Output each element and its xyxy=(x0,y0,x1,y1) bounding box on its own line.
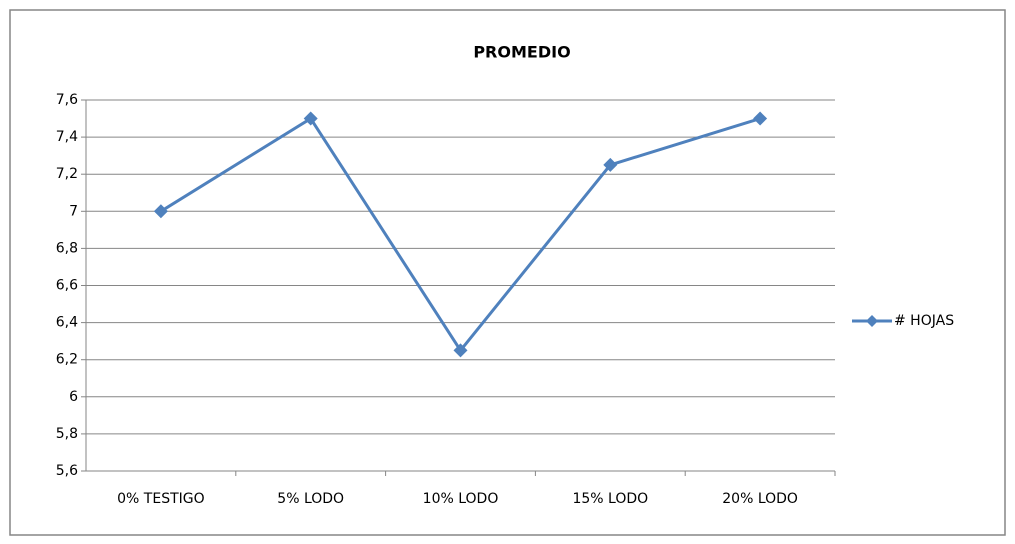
y-tick-label: 6,4 xyxy=(56,315,78,331)
point-marker xyxy=(453,343,468,358)
y-tick-label: 6,2 xyxy=(56,352,78,368)
chart-title: PROMEDIO xyxy=(473,43,570,62)
y-tick-label: 5,8 xyxy=(56,426,78,442)
y-tick-label: 5,6 xyxy=(56,463,78,479)
y-tick-label: 7,4 xyxy=(56,129,78,145)
point-marker xyxy=(303,111,318,126)
y-tick-label: 6,6 xyxy=(56,278,78,294)
x-tick-label: 15% LODO xyxy=(572,491,648,507)
x-tick-label: 0% TESTIGO xyxy=(117,491,205,507)
y-tick-label: 7 xyxy=(69,203,78,219)
x-tick-label: 20% LODO xyxy=(722,491,798,507)
y-tick-label: 7,6 xyxy=(56,92,78,108)
point-marker xyxy=(753,111,768,126)
chart-frame xyxy=(9,9,1006,536)
point-marker xyxy=(603,157,618,172)
x-tick-label: 5% LODO xyxy=(277,491,344,507)
y-tick-label: 6,8 xyxy=(56,240,78,256)
y-tick-label: 7,2 xyxy=(56,166,78,182)
y-tick-label: 6 xyxy=(69,389,78,405)
legend-marker xyxy=(866,315,878,327)
x-tick-label: 10% LODO xyxy=(423,491,499,507)
point-marker xyxy=(153,204,168,219)
legend-label: # HOJAS xyxy=(894,313,954,329)
